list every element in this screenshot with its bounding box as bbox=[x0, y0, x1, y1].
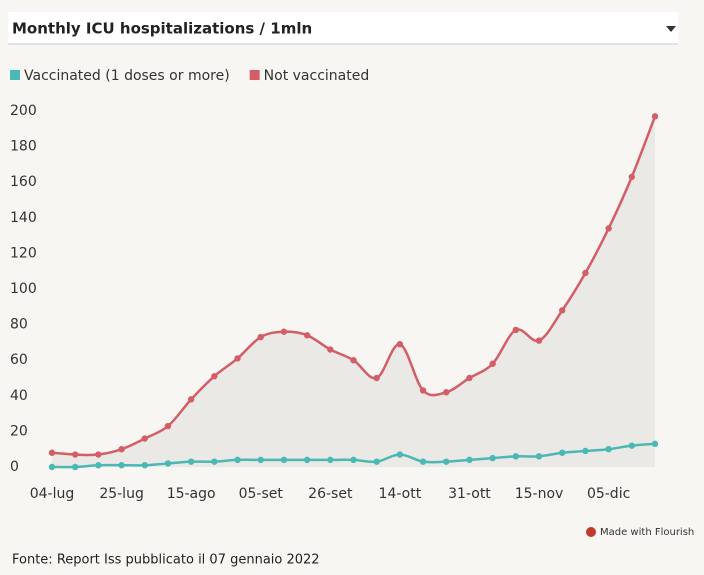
point bbox=[234, 456, 241, 464]
x-tick-label: 26-set bbox=[308, 486, 353, 502]
point bbox=[211, 458, 218, 465]
point bbox=[466, 456, 473, 464]
point bbox=[373, 458, 380, 465]
flourish-icon bbox=[586, 527, 596, 537]
dropdown-arrow[interactable] bbox=[666, 26, 676, 32]
point bbox=[512, 326, 520, 334]
point bbox=[419, 458, 427, 465]
point bbox=[280, 328, 288, 335]
x-tick-label: 15-nov bbox=[515, 486, 564, 502]
point bbox=[582, 447, 589, 455]
point bbox=[628, 442, 636, 449]
point bbox=[582, 269, 589, 277]
y-tick-label: 80 bbox=[10, 317, 28, 333]
x-tick-label: 14-ott bbox=[379, 486, 422, 502]
point bbox=[489, 360, 496, 367]
point bbox=[628, 173, 636, 181]
point bbox=[187, 458, 195, 465]
legend-label: Not vaccinated bbox=[264, 68, 370, 84]
y-tick-label: 120 bbox=[10, 245, 37, 261]
point bbox=[257, 333, 264, 341]
point bbox=[419, 387, 427, 394]
point bbox=[303, 456, 311, 464]
point bbox=[118, 462, 125, 469]
point bbox=[141, 462, 148, 469]
point bbox=[489, 454, 496, 462]
y-tick-label: 180 bbox=[10, 139, 37, 155]
point bbox=[118, 446, 125, 453]
point bbox=[211, 373, 218, 380]
point bbox=[373, 374, 380, 382]
point bbox=[443, 389, 450, 396]
point bbox=[350, 357, 357, 364]
point bbox=[327, 456, 334, 464]
credit[interactable]: Made with Flourish bbox=[600, 527, 694, 538]
x-tick-label: 25-lug bbox=[99, 486, 144, 502]
point bbox=[605, 446, 612, 453]
point bbox=[164, 460, 172, 467]
point bbox=[71, 451, 79, 458]
legend-swatch bbox=[249, 70, 260, 80]
y-tick-label: 160 bbox=[10, 174, 37, 190]
area bbox=[52, 116, 655, 467]
point bbox=[164, 422, 172, 430]
source: Fonte: Report Iss pubblicato il 07 genna… bbox=[12, 553, 320, 568]
y-tick-label: 60 bbox=[10, 352, 28, 368]
point bbox=[48, 463, 56, 471]
y-tick-label: 100 bbox=[10, 281, 37, 297]
point bbox=[327, 346, 334, 353]
point bbox=[396, 340, 404, 348]
point bbox=[396, 451, 404, 458]
y-tick-label: 140 bbox=[10, 210, 37, 226]
point bbox=[605, 225, 612, 232]
point bbox=[95, 462, 102, 469]
point bbox=[466, 374, 473, 382]
point bbox=[187, 396, 195, 403]
legend-swatch bbox=[10, 70, 20, 80]
point bbox=[71, 463, 79, 471]
x-tick-label: 05-set bbox=[239, 486, 284, 502]
point bbox=[443, 458, 450, 465]
point bbox=[303, 332, 311, 339]
point bbox=[535, 453, 543, 460]
chart-title[interactable]: Monthly ICU hospitalizations / 1mln bbox=[12, 20, 312, 38]
y-tick-label: 20 bbox=[10, 423, 28, 439]
x-tick-label: 04-lug bbox=[30, 486, 75, 502]
point bbox=[48, 449, 56, 456]
point bbox=[280, 456, 288, 464]
x-tick-label: 31-ott bbox=[448, 486, 491, 502]
point bbox=[234, 355, 241, 362]
point bbox=[141, 435, 148, 442]
point bbox=[512, 453, 520, 460]
x-tick-label: 15-ago bbox=[167, 486, 216, 502]
point bbox=[559, 449, 566, 456]
point bbox=[559, 307, 566, 314]
point bbox=[651, 440, 659, 448]
point bbox=[535, 337, 543, 344]
point bbox=[257, 456, 264, 464]
x-tick-label: 05-dic bbox=[587, 486, 630, 502]
dropdown[interactable] bbox=[8, 12, 678, 44]
point bbox=[350, 456, 357, 464]
point bbox=[651, 113, 659, 120]
point bbox=[95, 451, 102, 458]
y-tick-label: 0 bbox=[10, 459, 19, 475]
y-tick-label: 200 bbox=[10, 103, 37, 119]
y-tick-label: 40 bbox=[10, 388, 28, 404]
legend-label: Vaccinated (1 doses or more) bbox=[24, 68, 230, 84]
